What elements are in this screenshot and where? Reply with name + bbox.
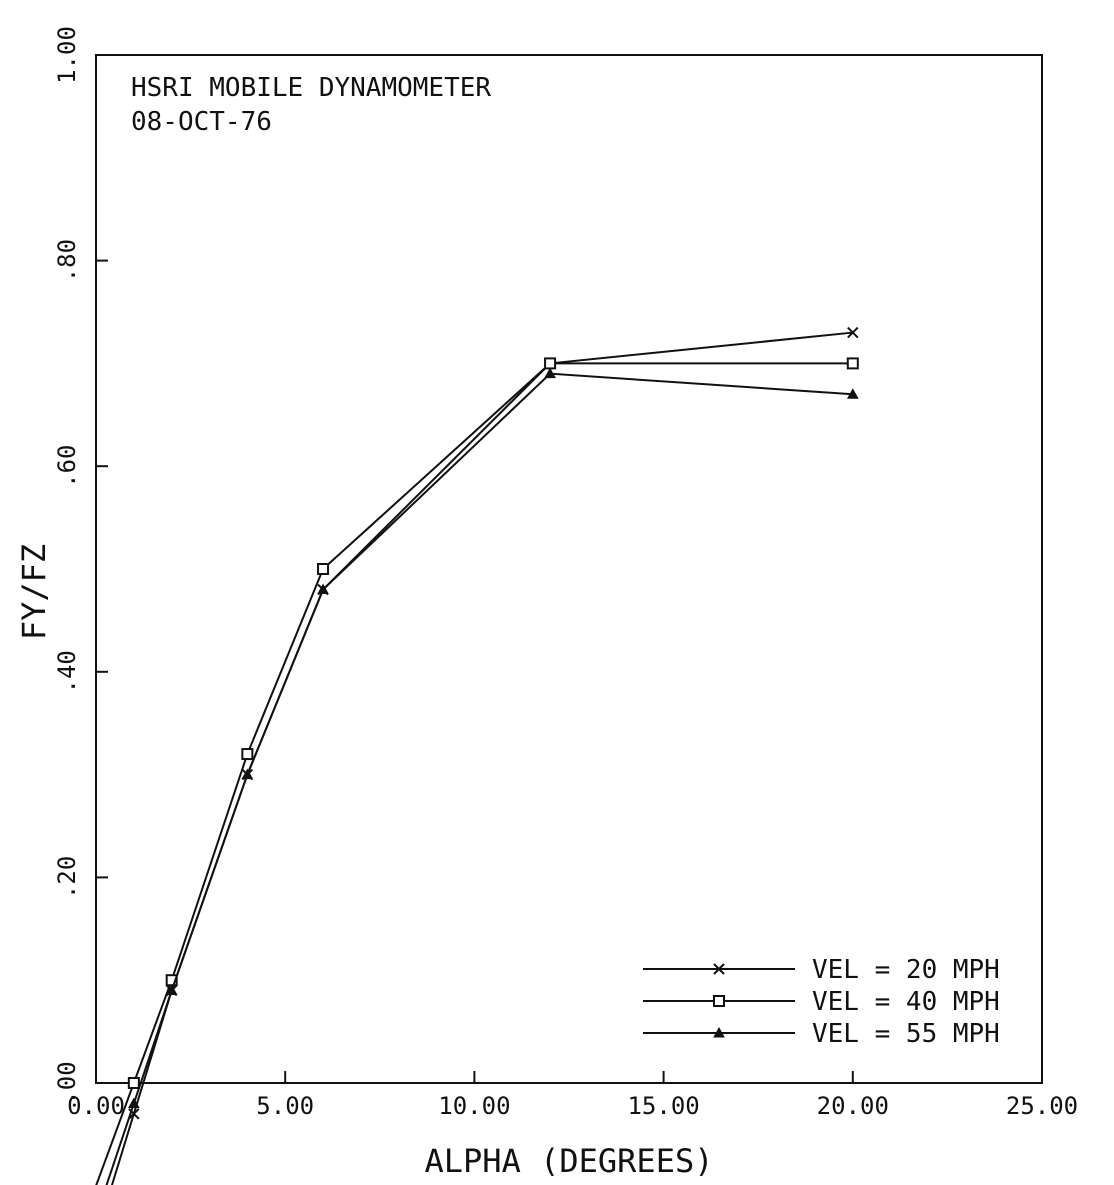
y-tick-label: .60 [53, 445, 81, 488]
series-line-triangle [105, 372, 853, 1185]
data-point-x [847, 326, 859, 339]
data-point-triangle [165, 984, 178, 995]
series-layer [95, 326, 859, 1185]
legend-marker-square [713, 995, 725, 1007]
plot-frame [95, 54, 1043, 1084]
series-line-square [95, 362, 853, 1185]
legend-marker-triangle [713, 1026, 725, 1038]
y-tick-label: .80 [53, 239, 81, 282]
x-tick-label: 5.00 [256, 1092, 314, 1120]
data-point-square [127, 1077, 140, 1089]
x-tick-label: 15.00 [627, 1092, 699, 1120]
y-tick-label: .40 [53, 650, 81, 693]
legend-marker-x [713, 963, 725, 975]
data-point-square [544, 357, 557, 370]
y-tick-label: 1.00 [53, 26, 81, 84]
y-tick-label: .00 [53, 1061, 81, 1104]
chart-annotation-1: HSRI MOBILE DYNAMOMETER [131, 73, 491, 103]
y-axis-title: FY/FZ [15, 544, 53, 640]
x-axis-title: ALPHA (DEGREES) [425, 1142, 714, 1180]
chart-annotation-2: 08-OCT-76 [131, 107, 272, 137]
data-point-triangle [846, 388, 859, 399]
data-point-triangle [127, 1097, 140, 1109]
x-tick-label: 10.00 [438, 1092, 510, 1120]
data-point-square [241, 748, 254, 761]
x-tick-label: 25.00 [1006, 1092, 1078, 1120]
data-point-triangle [241, 768, 254, 780]
x-tick-label: 20.00 [817, 1092, 889, 1120]
legend-label-triangle: VEL = 55 MPH [812, 1019, 1000, 1049]
y-tick-label: .20 [53, 856, 81, 899]
legend-label-x: VEL = 20 MPH [812, 955, 1000, 985]
data-point-triangle [544, 367, 556, 379]
legend-label-square: VEL = 40 MPH [812, 987, 1000, 1017]
data-point-triangle [317, 583, 329, 595]
series-line-x [110, 331, 853, 1185]
x-tick-label: 0.00 [67, 1092, 125, 1120]
data-point-square [846, 357, 859, 370]
axis-ticks: 0.00 5.00 10.00 15.00 20.00 25.00 .00 .20 .40 .60… [53, 26, 1078, 1120]
data-point-square [317, 563, 330, 575]
